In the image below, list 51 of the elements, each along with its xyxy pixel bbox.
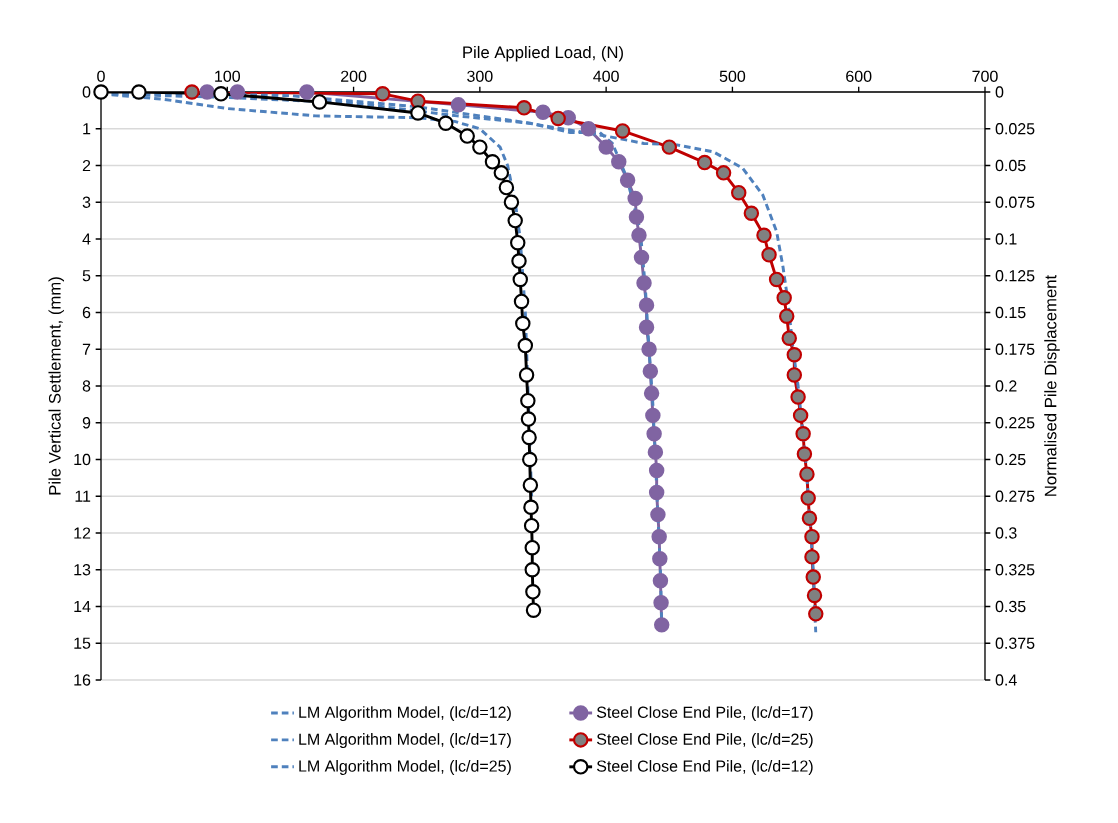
- y-tick-label: 10: [74, 453, 91, 466]
- x-axis-title: Pile Applied Load, (N): [463, 45, 623, 62]
- y2-tick-label: 0.375: [995, 637, 1035, 649]
- x-tick-label: 400: [593, 70, 619, 82]
- y2-tick-label: 0.075: [995, 196, 1035, 208]
- y2-axis-title: Normalised Pile Displacement: [1044, 275, 1060, 496]
- y2-tick-label: 0.15: [995, 306, 1026, 319]
- y2-tick-label: 0.125: [995, 270, 1035, 282]
- y-tick-label: 14: [74, 601, 91, 612]
- y-tick-label: 15: [74, 637, 91, 649]
- y2-tick-label: 0.275: [995, 490, 1035, 502]
- x-tick-label: 700: [972, 70, 998, 82]
- x-tick-label: 200: [341, 70, 367, 82]
- x-tick-label: 0: [97, 70, 105, 82]
- y2-tick-label: 0.325: [995, 564, 1035, 576]
- y-tick-label: 6: [82, 306, 91, 319]
- x-tick-label: 500: [719, 70, 746, 82]
- y2-tick-label: 0.225: [995, 417, 1035, 429]
- y-tick-label: 8: [82, 380, 91, 392]
- y-tick-label: 9: [82, 417, 91, 429]
- y-tick-label: 13: [74, 564, 91, 576]
- y-axis-title: Pile Vertical Settlement, (mm): [48, 277, 65, 495]
- y2-tick-label: 0.25: [995, 453, 1026, 466]
- y-tick-label: 0: [82, 86, 91, 98]
- legend-label: Steel Close End Pile, (lc/d=17): [596, 706, 813, 722]
- y-tick-label: 2: [82, 159, 91, 172]
- y2-tick-label: 0.025: [995, 123, 1035, 135]
- y2-tick-label: 0.35: [995, 600, 1026, 613]
- y2-tick-label: 0.2: [995, 380, 1017, 392]
- y2-tick-label: 0.05: [995, 159, 1026, 172]
- y2-tick-label: 0.3: [995, 527, 1017, 539]
- y2-tick-label: 0.4: [995, 674, 1017, 686]
- y-tick-label: 12: [74, 527, 91, 539]
- legend-label: Steel Close End Pile, (lc/d=12): [596, 760, 813, 775]
- x-tick-label: 300: [467, 70, 493, 82]
- legend-label: LM Algorithm Model, (lc/d=25): [299, 760, 511, 775]
- y2-tick-label: 0: [995, 86, 1004, 98]
- legend-label: LM Algorithm Model, (lc/d=12): [299, 706, 511, 722]
- y2-tick-label: 0.1: [995, 233, 1017, 245]
- y-tick-label: 5: [82, 270, 91, 282]
- legend-label: Steel Close End Pile, (lc/d=25): [596, 733, 813, 748]
- y-tick-label: 1: [83, 123, 91, 135]
- y-tick-label: 3: [82, 196, 91, 208]
- y2-tick-label: 0.175: [995, 343, 1035, 355]
- y-tick-label: 4: [82, 233, 91, 245]
- x-tick-label: 100: [215, 70, 241, 82]
- y-tick-label: 11: [75, 490, 91, 502]
- y-tick-label: 7: [82, 343, 91, 355]
- x-tick-label: 600: [846, 70, 872, 82]
- legend-label: LM Algorithm Model, (lc/d=17): [299, 733, 511, 749]
- y-tick-label: 16: [74, 674, 91, 686]
